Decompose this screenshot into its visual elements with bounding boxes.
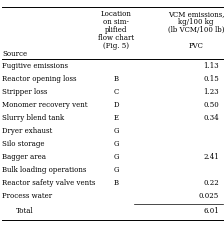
Text: C: C xyxy=(113,88,119,96)
Text: 0.34: 0.34 xyxy=(203,114,219,122)
Text: Total: Total xyxy=(16,207,34,215)
Text: Reactor safety valve vents: Reactor safety valve vents xyxy=(2,179,95,187)
Text: Location: Location xyxy=(101,10,131,18)
Text: G: G xyxy=(113,166,119,174)
Text: 6.01: 6.01 xyxy=(203,207,219,215)
Text: Source: Source xyxy=(2,50,27,58)
Text: 1.13: 1.13 xyxy=(203,62,219,70)
Text: 0.50: 0.50 xyxy=(203,101,219,109)
Text: Bagger area: Bagger area xyxy=(2,153,46,161)
Text: Process water: Process water xyxy=(2,192,52,200)
Text: 1.23: 1.23 xyxy=(203,88,219,96)
Text: 0.15: 0.15 xyxy=(203,75,219,83)
Text: 2.41: 2.41 xyxy=(203,153,219,161)
Text: G: G xyxy=(113,127,119,135)
Text: PVC: PVC xyxy=(189,42,203,50)
Text: B: B xyxy=(114,179,118,187)
Text: Slurry blend tank: Slurry blend tank xyxy=(2,114,64,122)
Text: Fugitive emissions: Fugitive emissions xyxy=(2,62,68,70)
Text: 0.025: 0.025 xyxy=(199,192,219,200)
Text: plified: plified xyxy=(105,26,127,34)
Text: VCM emissions,: VCM emissions, xyxy=(168,10,224,18)
Text: Silo storage: Silo storage xyxy=(2,140,45,148)
Text: Monomer recovery vent: Monomer recovery vent xyxy=(2,101,88,109)
Text: G: G xyxy=(113,140,119,148)
Text: Reactor opening loss: Reactor opening loss xyxy=(2,75,77,83)
Text: D: D xyxy=(113,101,119,109)
Text: flow chart: flow chart xyxy=(98,34,134,42)
Text: 0.22: 0.22 xyxy=(203,179,219,187)
Text: Bulk loading operations: Bulk loading operations xyxy=(2,166,86,174)
Text: G: G xyxy=(113,153,119,161)
Text: kg/100 kg: kg/100 kg xyxy=(178,18,214,26)
Text: (lb VCM/100 lb): (lb VCM/100 lb) xyxy=(168,26,224,34)
Text: E: E xyxy=(114,114,118,122)
Text: on sim-: on sim- xyxy=(103,18,129,26)
Text: (Fig. 5): (Fig. 5) xyxy=(103,42,129,50)
Text: B: B xyxy=(114,75,118,83)
Text: Dryer exhaust: Dryer exhaust xyxy=(2,127,52,135)
Text: Stripper loss: Stripper loss xyxy=(2,88,47,96)
